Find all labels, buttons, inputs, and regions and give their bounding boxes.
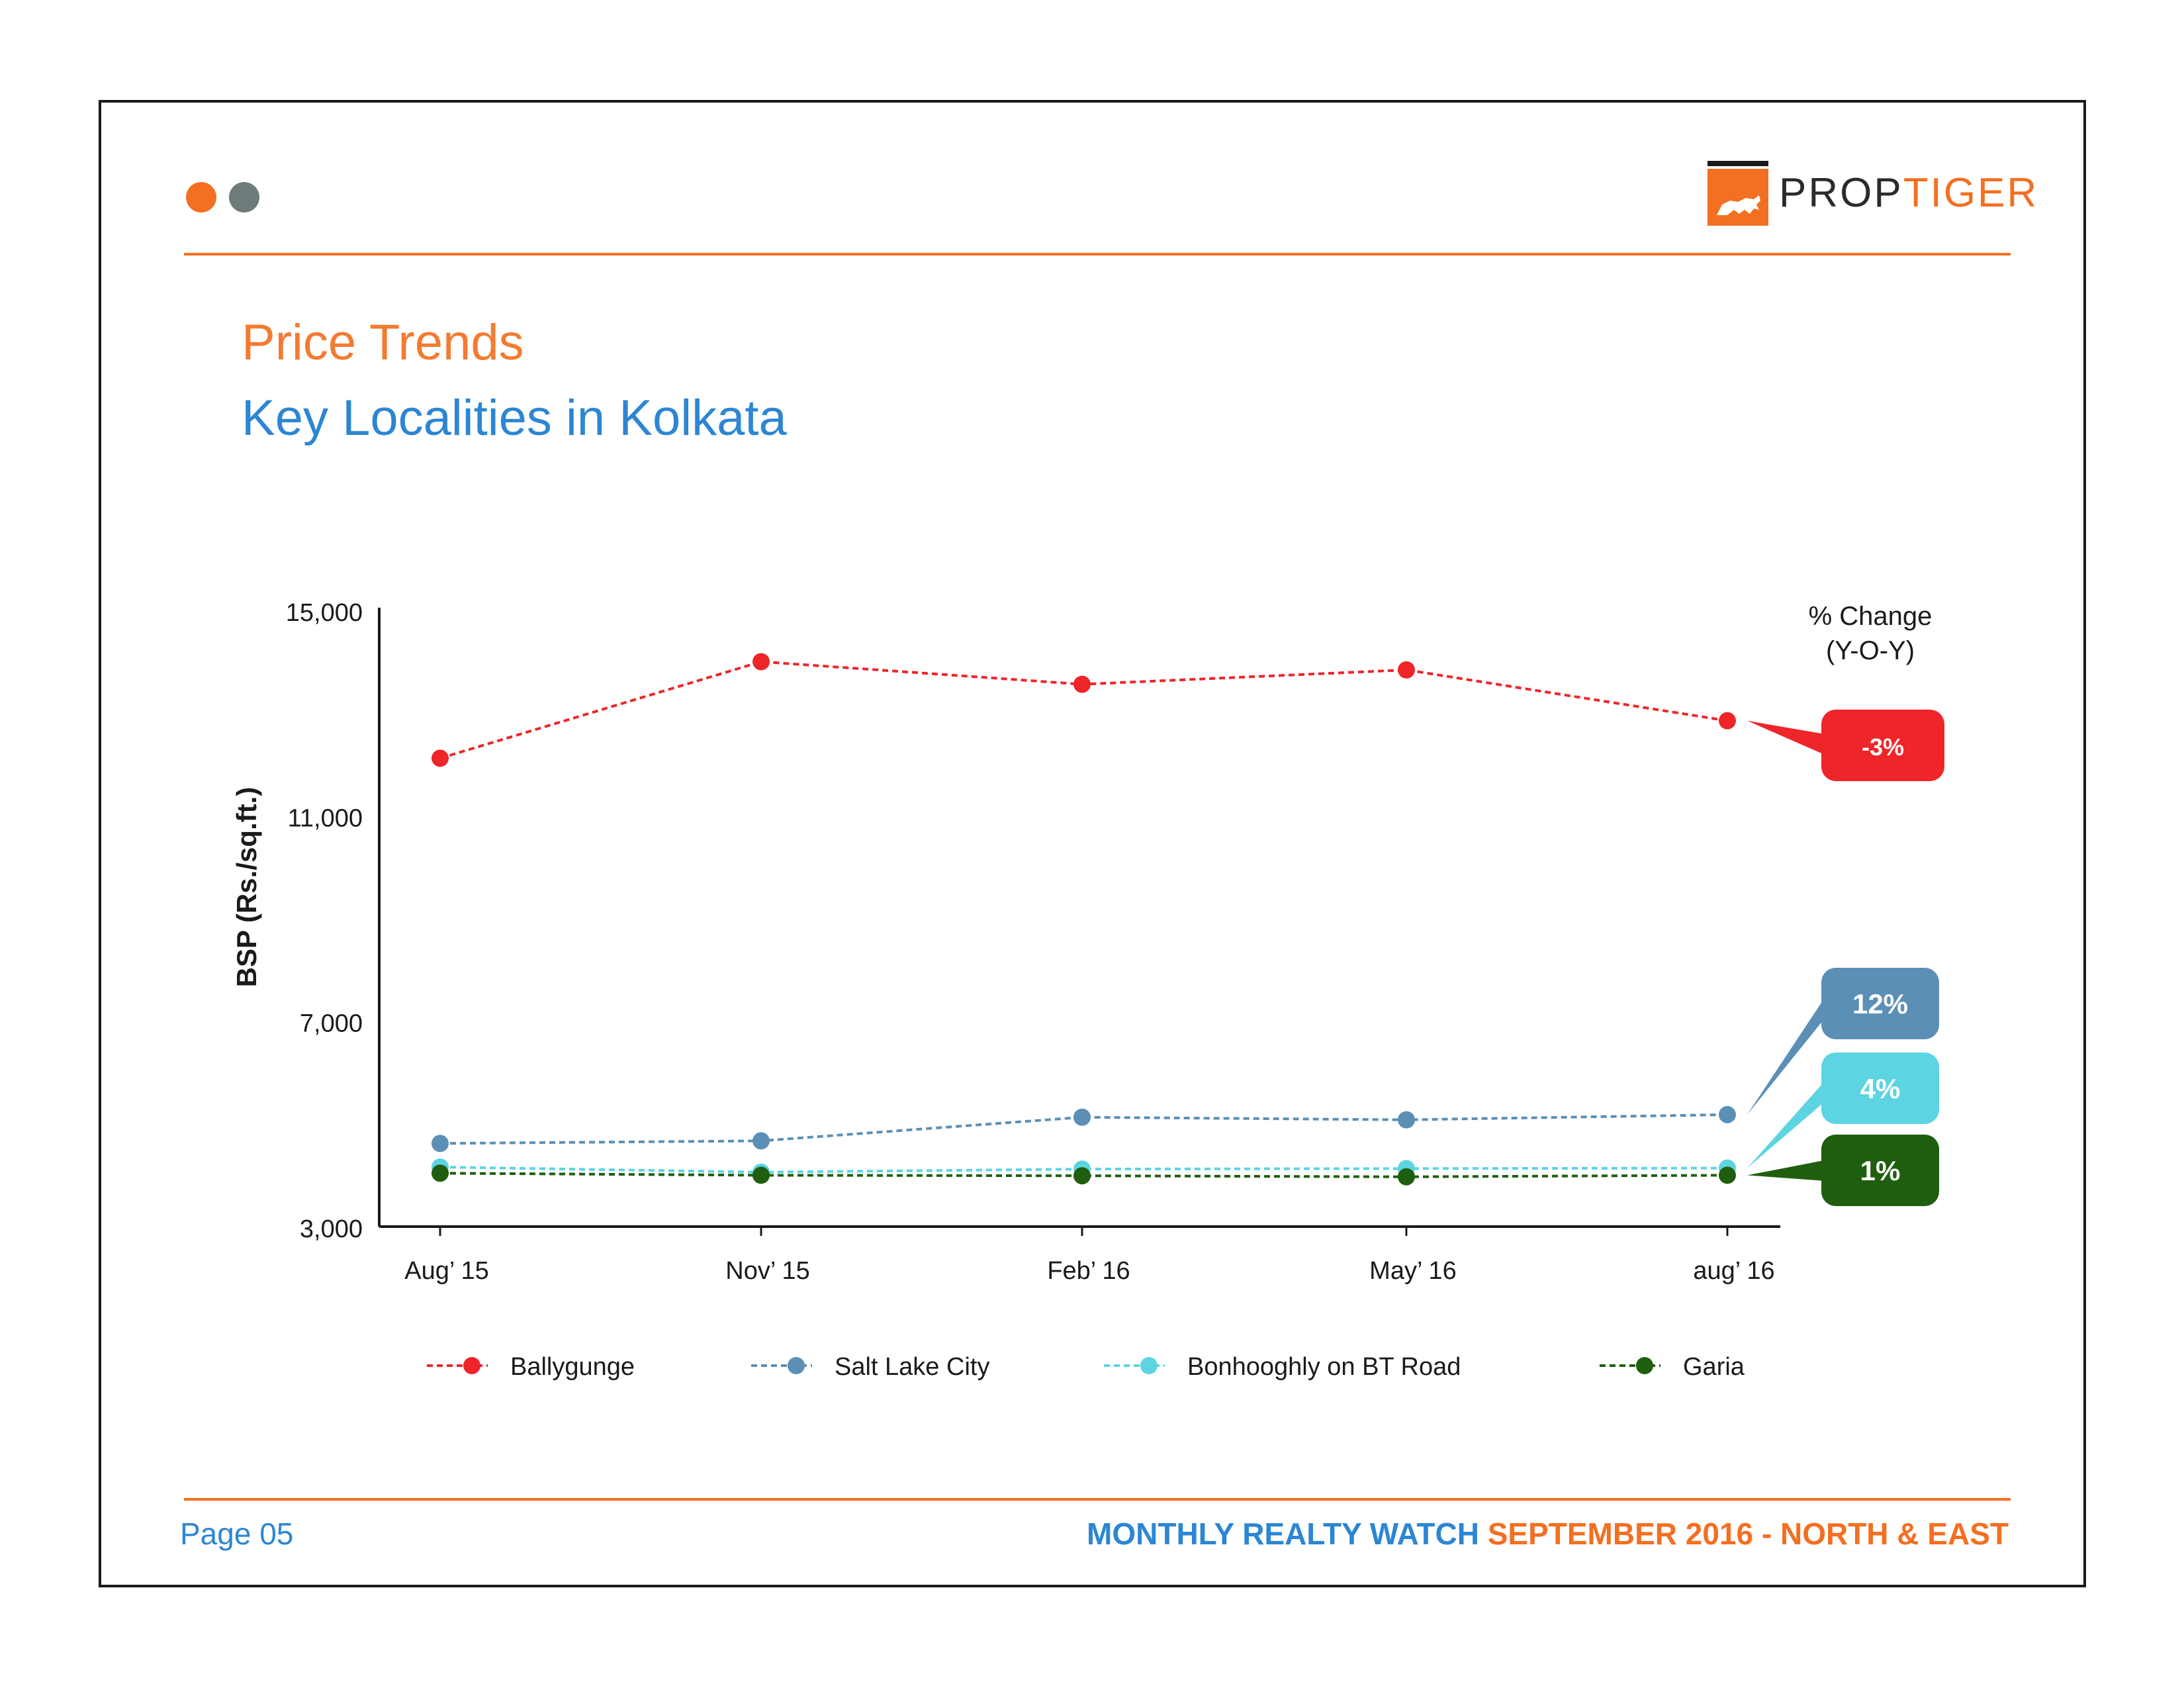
legend-marker <box>1636 1357 1653 1374</box>
data-point <box>1398 1168 1415 1186</box>
legend-label: Bonhooghly on BT Road <box>1187 1353 1461 1381</box>
page-number: Page 05 <box>180 1517 294 1551</box>
badge-value: 12% <box>1852 988 1908 1019</box>
series-line-1 <box>439 1113 1728 1145</box>
y-tick-label: 11,000 <box>288 804 363 832</box>
change-badge-0: -3% <box>1747 710 1944 781</box>
header-rule <box>184 253 2011 256</box>
badge-box <box>1821 1135 1939 1206</box>
data-point <box>1073 675 1091 693</box>
badge-box <box>1821 710 1944 781</box>
legend-marker <box>1140 1357 1158 1374</box>
legend-item-1: Salt Lake City <box>751 1353 989 1381</box>
grey-dot-icon <box>229 182 259 212</box>
x-tick-label: May’ 16 <box>1369 1257 1457 1285</box>
legend-marker <box>788 1357 805 1374</box>
data-point <box>1398 661 1415 679</box>
data-point <box>1719 1166 1736 1184</box>
page-frame <box>99 100 2086 1587</box>
data-point <box>1719 1105 1736 1123</box>
series-line-3 <box>439 1172 1728 1178</box>
data-point <box>1073 1108 1091 1126</box>
change-header-text: (Y-O-Y) <box>1826 636 1915 665</box>
data-point <box>432 1135 449 1152</box>
data-point <box>432 749 449 767</box>
legend-label: Garia <box>1683 1353 1745 1381</box>
x-tick-label: Nov’ 15 <box>725 1257 809 1285</box>
chart-series <box>432 653 1736 1186</box>
legend-label: Salt Lake City <box>835 1353 989 1381</box>
data-point <box>432 1164 449 1182</box>
data-point <box>1073 1167 1091 1185</box>
badge-pointer <box>1747 1077 1828 1168</box>
logo-text: PROPTIGER <box>1779 170 2039 216</box>
badge-pointer <box>1747 992 1828 1115</box>
badge-box <box>1821 968 1939 1039</box>
badge-pointer <box>1747 720 1828 757</box>
legend-item-0: Ballygunge <box>427 1353 635 1381</box>
y-tick-label: 7,000 <box>300 1010 363 1038</box>
x-tick-label: Feb’ 16 <box>1047 1257 1130 1285</box>
data-point <box>752 1132 770 1150</box>
data-point <box>1398 1111 1415 1129</box>
chart-axes: 3,000 7,000 11,000 15,000 Aug’ 15 Nov’ 15 Feb’… <box>231 599 1932 1285</box>
data-point <box>752 1166 770 1184</box>
x-tick-label: Aug’ 15 <box>404 1257 488 1285</box>
legend-label: Ballygunge <box>510 1353 635 1381</box>
legend-marker <box>463 1357 480 1374</box>
y-axis-label: BSP (Rs./sq.ft.) <box>231 787 262 988</box>
badge-value: 4% <box>1860 1073 1901 1104</box>
legend-item-3: Garia <box>1600 1353 1745 1381</box>
badge-box <box>1821 1053 1939 1124</box>
chart-legend: Ballygunge Salt Lake City Bonhooghly on BT… <box>427 1353 1745 1381</box>
page-subtitle: Key Localities in Kolkata <box>242 390 787 446</box>
page-title: Price Trends <box>242 314 524 371</box>
report-title: MONTHLY REALTY WATCH SEPTEMBER 2016 - NO… <box>1087 1517 2009 1551</box>
y-tick-label: 15,000 <box>286 599 363 627</box>
change-badge-2: 4% <box>1747 1053 1939 1168</box>
badge-pointer <box>1747 1159 1828 1182</box>
x-tick-label: aug’ 16 <box>1693 1257 1774 1285</box>
data-point <box>1719 712 1736 729</box>
data-point <box>752 653 770 671</box>
tiger-logo-icon <box>1707 161 1768 226</box>
orange-dot-icon <box>186 182 216 212</box>
change-badge-1: 12% <box>1747 968 1939 1115</box>
badge-value: 1% <box>1860 1155 1901 1186</box>
change-badges: -3% 12% 4% 1% <box>1747 710 1944 1206</box>
change-header-text: % Change <box>1809 602 1933 631</box>
series-line-2 <box>439 1166 1728 1174</box>
badge-value: -3% <box>1862 733 1904 761</box>
change-badge-3: 1% <box>1747 1135 1939 1206</box>
legend-item-2: Bonhooghly on BT Road <box>1104 1353 1461 1381</box>
y-tick-label: 3,000 <box>300 1215 363 1243</box>
footer-rule <box>184 1498 2011 1501</box>
